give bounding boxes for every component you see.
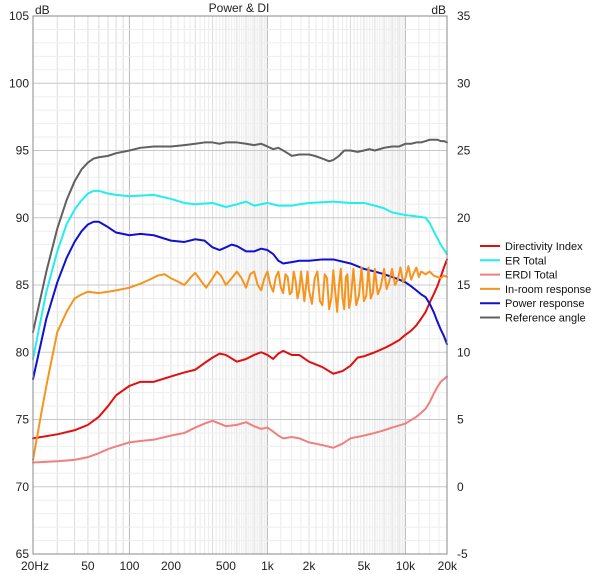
y2-tick-label: 5	[457, 413, 464, 427]
x-tick-label: 100	[119, 559, 139, 573]
series-line-directivity-index	[32, 258, 448, 440]
x-tick-label: 50	[81, 559, 95, 573]
y2-tick-label: -5	[457, 547, 468, 561]
y-tick-label: 90	[16, 211, 30, 225]
y-tick-label: 80	[16, 345, 30, 359]
series-line-in-room-response	[32, 265, 448, 461]
chart-axes: 65 70 75 80 85 90 95 100 105 -5 0 5 10 15 20 25 30 35 20Hz…	[9, 9, 471, 573]
y2-tick-label: 30	[457, 76, 471, 90]
y2-tick-label: 20	[457, 211, 471, 225]
x-tick-label: 5k	[358, 559, 372, 573]
legend-label-erdi-total: ERDI Total	[505, 270, 557, 282]
right-axis-unit: dB	[431, 3, 446, 17]
y2-tick-label: 35	[457, 9, 471, 23]
y-tick-label: 95	[16, 144, 30, 158]
chart-title: Power & DI	[209, 1, 270, 15]
y-tick-label: 100	[9, 76, 29, 90]
legend-label-power-response: Power response	[505, 298, 585, 310]
legend-label-directivity-index: Directivity Index	[505, 241, 583, 253]
legend-label-er-total: ER Total	[505, 255, 546, 267]
x-tick-label: 20k	[438, 559, 458, 573]
y2-tick-label: 10	[457, 345, 471, 359]
legend-label-in-room-response: In-room response	[505, 284, 591, 296]
x-tick-label: 200	[161, 559, 181, 573]
y-tick-label: 65	[16, 547, 30, 561]
x-tick-label: 2k	[303, 559, 317, 573]
chart-grid	[33, 15, 447, 555]
series-line-er-total	[32, 189, 448, 360]
y-tick-label: 75	[16, 413, 30, 427]
plot-area	[32, 138, 448, 464]
x-tick-label: 20Hz	[21, 559, 49, 573]
legend-background	[477, 238, 595, 328]
y2-tick-label: 15	[457, 278, 471, 292]
plot-frame	[32, 15, 448, 555]
y-tick-label: 85	[16, 278, 30, 292]
x-tick-label: 500	[216, 559, 236, 573]
y-tick-label: 105	[9, 9, 29, 23]
y-tick-label: 70	[16, 480, 30, 494]
y2-tick-label: 25	[457, 144, 471, 158]
x-tick-label: 1k	[261, 559, 275, 573]
y2-tick-label: 0	[457, 480, 464, 494]
left-axis-unit: dB	[35, 3, 50, 17]
legend-label-reference-angle: Reference angle	[505, 313, 586, 325]
x-tick-label: 10k	[396, 559, 416, 573]
series-line-reference-angle	[32, 138, 448, 334]
series-line-erdi-total	[32, 375, 448, 464]
series-line-power-response	[32, 220, 448, 381]
chart-legend: Directivity Index ER Total ERDI Total In-ro…	[477, 238, 595, 328]
